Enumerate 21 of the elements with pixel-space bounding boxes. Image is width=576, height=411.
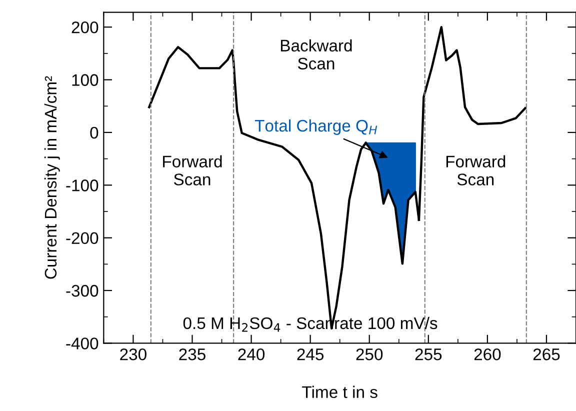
y-tick-label: 0 [90,126,98,139]
y-tick-label: 100 [72,74,98,86]
x-tick-label: 255 [415,348,442,360]
y-tick-label: -100 [66,180,98,192]
annotation: Forward Scan [446,155,506,186]
x-tick-label: 250 [356,348,383,360]
annotation: Forward Scan [163,155,222,186]
y-tick-label: -400 [66,338,98,350]
y-tick-label: -300 [66,284,98,297]
x-tick-label: 230 [120,348,146,360]
annotation: Backward Scan [281,39,352,70]
x-tick-label: 260 [474,348,501,360]
x-tick-label: 265 [533,348,560,360]
y-axis-title: Current Density j in mA/cm² [44,76,60,279]
annotation: Total Charge Q$_{H}$ [254,119,378,135]
y-tick-label: 200 [72,21,98,34]
x-tick-label: 245 [297,348,324,360]
x-tick-label: 235 [179,348,206,360]
x-axis-title: Time t in s [302,386,378,398]
x-tick-label: 240 [238,348,265,360]
y-tick-label: -200 [66,232,98,244]
